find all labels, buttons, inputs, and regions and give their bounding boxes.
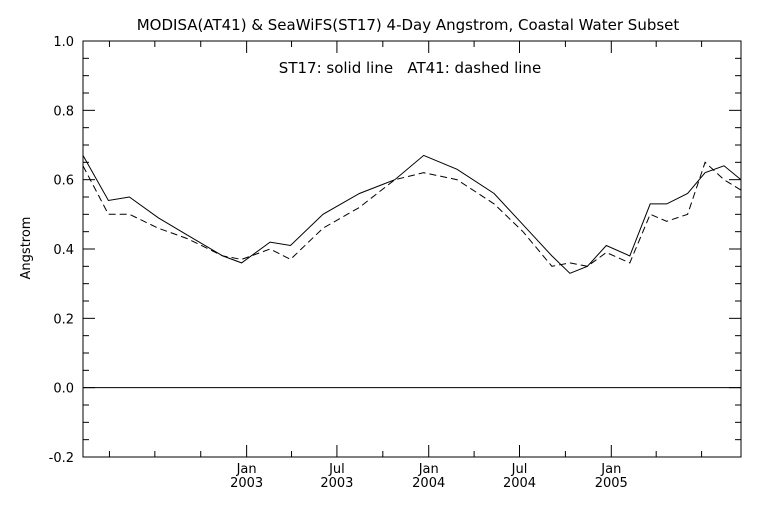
x-tick-month-label: Jan — [600, 462, 621, 477]
y-tick-label: 0.0 — [53, 382, 74, 397]
plot-frame — [82, 40, 742, 458]
x-tick-year-label: 2005 — [595, 476, 628, 491]
y-tick-label: 0.6 — [53, 174, 74, 189]
y-axis-label: Angstrom — [19, 217, 34, 280]
x-tick-year-label: 2004 — [412, 476, 445, 491]
y-tick-label: 1.0 — [53, 35, 74, 50]
series-line-at41 — [82, 161, 742, 267]
y-tick-label: -0.2 — [49, 451, 74, 466]
series-line-st17 — [82, 154, 742, 274]
x-tick-month-label: Jul — [511, 462, 528, 477]
x-tick-month-label: Jul — [328, 462, 345, 477]
x-tick-year-label: 2003 — [230, 476, 263, 491]
series-layer — [82, 154, 742, 274]
series-legend-annotation: ST17: solid line AT41: dashed line — [279, 59, 541, 77]
x-tick-year-label: 2003 — [320, 476, 353, 491]
chart-title: MODISA(AT41) & SeaWiFS(ST17) 4-Day Angst… — [137, 16, 680, 34]
x-tick-month-label: Jan — [236, 462, 257, 477]
x-tick-month-label: Jan — [418, 462, 439, 477]
x-tick-year-label: 2004 — [503, 476, 536, 491]
y-tick-label: 0.4 — [53, 243, 74, 258]
axes-layer: 1.00.80.60.40.20.0-0.2Jan2003Jul2003Jan2… — [49, 35, 741, 491]
y-tick-label: 0.2 — [53, 312, 74, 327]
y-tick-label: 0.8 — [53, 104, 74, 119]
